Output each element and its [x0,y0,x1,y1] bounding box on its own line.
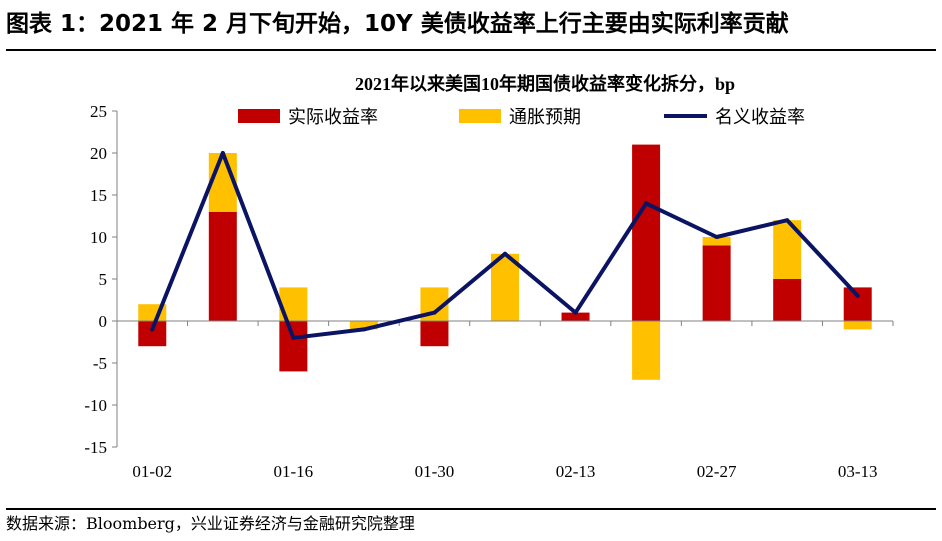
y-tick-label: -15 [84,438,107,457]
point-nominal-yield [503,251,507,256]
x-tick-label: 01-02 [132,462,172,481]
legend-swatch-inflation [459,109,501,123]
point-nominal-yield [855,293,860,298]
figure-title: 图表 1：2021 年 2 月下旬开始，10Y 美债收益率上行主要由实际利率贡献 [6,11,789,37]
y-tick-label: 25 [90,102,107,121]
legend-swatch-real-yield [238,109,280,123]
source-rule [6,508,936,510]
x-tick-label: 01-16 [274,462,314,481]
point-nominal-yield [291,335,296,340]
bar-real-yield [632,144,661,321]
y-tick-label: 15 [90,186,107,205]
point-nominal-yield [573,310,578,315]
point-nominal-yield [644,201,649,206]
bar-real-yield [420,321,449,347]
y-tick-label: -10 [84,396,107,415]
chart-title: 2021年以来美国10年期国债收益率变化拆分，bp [355,73,735,94]
point-nominal-yield [150,327,155,332]
source-note: 数据来源：Bloomberg，兴业证券经济与金融研究院整理 [6,514,415,533]
x-tick-label: 01-30 [415,462,455,481]
chart-legend: 实际收益率 通胀预期 名义收益率 [238,107,805,127]
x-tick-label: 02-13 [556,462,596,481]
legend-label-real-yield: 实际收益率 [288,107,378,127]
y-tick-label: 20 [90,144,107,163]
point-nominal-yield [432,310,437,315]
y-tick-label: -5 [93,354,107,373]
title-rule [6,49,936,51]
bar-real-yield [702,245,731,321]
point-nominal-yield [785,218,790,223]
bar-inflation-expectation [702,237,731,246]
y-tick-label: 5 [99,270,108,289]
point-nominal-yield [714,235,719,239]
bar-inflation-expectation [843,321,872,330]
bar-inflation-expectation [491,253,519,321]
x-tick-label: 03-13 [838,462,878,481]
plot-area: -15 -10 -5 0 5 10 15 20 25 01-02 01-16 01-30 02-13 02… [84,102,894,481]
legend-label-nominal: 名义收益率 [715,107,805,127]
bar-real-yield [773,279,802,321]
x-tick-label: 02-27 [697,462,737,481]
bar-inflation-expectation [349,321,378,330]
y-tick-label: 10 [90,228,107,247]
point-nominal-yield [220,151,225,155]
y-tick-label: 0 [99,312,108,331]
point-nominal-yield [361,327,366,332]
bar-real-yield [279,321,308,372]
bar-inflation-expectation [632,321,661,380]
legend-label-inflation: 通胀预期 [509,107,581,127]
bar-real-yield [208,211,237,321]
bar-real-yield [561,312,590,321]
bar-real-yield [843,287,872,321]
stacked-bar-line-chart: 2021年以来美国10年期国债收益率变化拆分，bp 实际收益率 通胀预期 名义收… [84,73,894,481]
